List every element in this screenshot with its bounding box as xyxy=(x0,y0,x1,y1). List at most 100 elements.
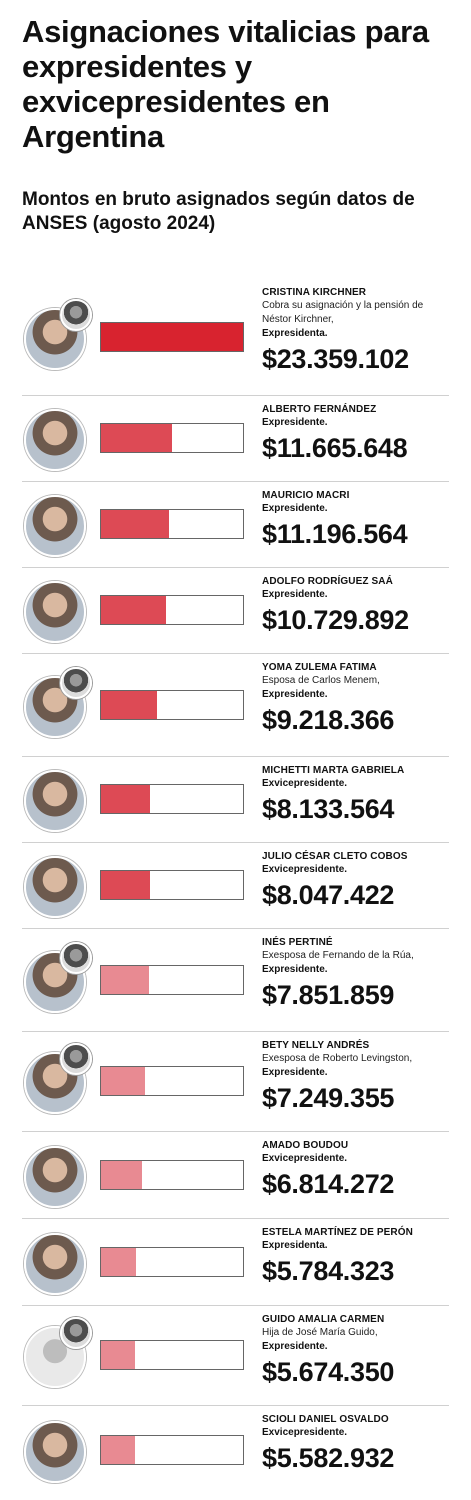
person-name: ALBERTO FERNÁNDEZ xyxy=(262,404,377,415)
row-divider xyxy=(22,481,449,482)
person-role: Expresidente. xyxy=(262,1067,328,1078)
person-name: MAURICIO MACRI xyxy=(262,490,350,501)
person-name: GUIDO AMALIA CARMEN xyxy=(262,1314,385,1325)
row-info: CRISTINA KIRCHNER Cobra su asignación y l… xyxy=(262,286,452,375)
header: Asignaciones vitalicias para expresident… xyxy=(22,14,452,236)
row-divider xyxy=(22,1218,449,1219)
portrait-inset-icon xyxy=(60,942,92,974)
person-note: Cobra su asignación y la pensión de Nést… xyxy=(262,300,424,325)
chart-row: MICHETTI MARTA GABRIELA Exvicepresidente.… xyxy=(22,756,449,842)
amount-label: $11.665.648 xyxy=(262,433,408,463)
row-divider xyxy=(22,1305,449,1306)
person-name: INÉS PERTINÉ xyxy=(262,937,333,948)
bar xyxy=(101,1436,135,1464)
person-name: YOMA ZULEMA FATIMA xyxy=(262,662,377,673)
row-info: YOMA ZULEMA FATIMA Esposa de Carlos Menem… xyxy=(262,661,452,736)
bar-track xyxy=(100,1066,244,1096)
person-role: Exvicepresidente. xyxy=(262,1427,348,1438)
row-divider xyxy=(22,395,449,396)
chart-row: SCIOLI DANIEL OSVALDO Exvicepresidente. $5… xyxy=(22,1405,449,1495)
bar xyxy=(101,1248,136,1276)
portrait-avatar xyxy=(24,1146,86,1208)
person-name: AMADO BOUDOU xyxy=(262,1140,349,1151)
row-info: AMADO BOUDOU Exvicepresidente. $6.814.272 xyxy=(262,1139,452,1200)
bar xyxy=(101,966,149,994)
amount-label: $7.851.859 xyxy=(262,980,395,1010)
bar-track xyxy=(100,870,244,900)
bar-track xyxy=(100,595,244,625)
amount-label: $6.814.272 xyxy=(262,1169,395,1199)
row-divider xyxy=(22,1031,449,1032)
page-title: Asignaciones vitalicias para expresident… xyxy=(22,14,429,154)
person-note: Hija de José María Guido, xyxy=(262,1327,378,1338)
portrait-inset-icon xyxy=(60,1317,92,1349)
amount-label: $11.196.564 xyxy=(262,519,408,549)
bar-track xyxy=(100,509,244,539)
bar-track xyxy=(100,1160,244,1190)
bar xyxy=(101,691,157,719)
bar xyxy=(101,1161,142,1189)
row-divider xyxy=(22,1405,449,1406)
chart-row: ALBERTO FERNÁNDEZ Expresidente. $11.665.64… xyxy=(22,395,449,481)
chart-row: JULIO CÉSAR CLETO COBOS Exvicepresidente.… xyxy=(22,842,449,928)
chart-row: YOMA ZULEMA FATIMA Esposa de Carlos Menem… xyxy=(22,653,449,756)
row-info: BETY NELLY ANDRÉS Exesposa de Roberto Lev… xyxy=(262,1039,452,1114)
chart-row: INÉS PERTINÉ Exesposa de Fernando de la R… xyxy=(22,928,449,1031)
chart-row: ESTELA MARTÍNEZ DE PERÓN Expresidenta. $5.… xyxy=(22,1218,449,1305)
bar-track xyxy=(100,423,244,453)
row-info: ADOLFO RODRÍGUEZ SAÁ Expresidente. $10.729… xyxy=(262,575,452,636)
person-role: Expresidenta. xyxy=(262,1240,328,1251)
person-role: Exvicepresidente. xyxy=(262,778,348,789)
bar xyxy=(101,785,150,813)
row-info: ESTELA MARTÍNEZ DE PERÓN Expresidenta. $5.… xyxy=(262,1226,452,1287)
person-role: Exvicepresidente. xyxy=(262,1153,348,1164)
row-info: GUIDO AMALIA CARMEN Hija de José María Gu… xyxy=(262,1313,452,1388)
person-name: JULIO CÉSAR CLETO COBOS xyxy=(262,851,408,862)
bar-track xyxy=(100,1340,244,1370)
portrait-inset-icon xyxy=(60,299,92,331)
person-role: Expresidente. xyxy=(262,589,328,600)
person-note: Exesposa de Fernando de la Rúa, xyxy=(262,950,414,961)
portrait-avatar xyxy=(24,495,86,557)
row-divider xyxy=(22,842,449,843)
bar xyxy=(101,1067,145,1095)
bar xyxy=(101,871,150,899)
row-info: ALBERTO FERNÁNDEZ Expresidente. $11.665.64… xyxy=(262,403,452,464)
chart-row: BETY NELLY ANDRÉS Exesposa de Roberto Lev… xyxy=(22,1031,449,1131)
portrait-avatar xyxy=(24,409,86,471)
portrait-avatar xyxy=(24,770,86,832)
chart-row: AMADO BOUDOU Exvicepresidente. $6.814.272 xyxy=(22,1131,449,1218)
bar-track xyxy=(100,690,244,720)
bar xyxy=(101,424,172,452)
bar-track xyxy=(100,1435,244,1465)
chart-row: MAURICIO MACRI Expresidente. $11.196.564 xyxy=(22,481,449,567)
row-divider xyxy=(22,653,449,654)
portrait-avatar xyxy=(24,1233,86,1295)
row-info: JULIO CÉSAR CLETO COBOS Exvicepresidente.… xyxy=(262,850,452,911)
chart-row: GUIDO AMALIA CARMEN Hija de José María Gu… xyxy=(22,1305,449,1405)
bar-track xyxy=(100,322,244,352)
person-role: Exvicepresidente. xyxy=(262,864,348,875)
row-divider xyxy=(22,928,449,929)
person-role: Expresidente. xyxy=(262,964,328,975)
row-info: MAURICIO MACRI Expresidente. $11.196.564 xyxy=(262,489,452,550)
bar xyxy=(101,596,166,624)
bar-track xyxy=(100,784,244,814)
person-name: ADOLFO RODRÍGUEZ SAÁ xyxy=(262,576,393,587)
bar-track xyxy=(100,965,244,995)
portrait-avatar xyxy=(24,1421,86,1483)
row-info: INÉS PERTINÉ Exesposa de Fernando de la R… xyxy=(262,936,452,1011)
bar xyxy=(101,1341,135,1369)
amount-label: $5.784.323 xyxy=(262,1256,395,1286)
bar-track xyxy=(100,1247,244,1277)
row-divider xyxy=(22,1131,449,1132)
page-subtitle: Montos en bruto asignados según datos de… xyxy=(22,189,415,234)
chart-row: CRISTINA KIRCHNER Cobra su asignación y l… xyxy=(22,278,449,395)
row-info: SCIOLI DANIEL OSVALDO Exvicepresidente. $5… xyxy=(262,1413,452,1474)
portrait-inset-icon xyxy=(60,667,92,699)
amount-label: $5.674.350 xyxy=(262,1357,395,1387)
person-role: Expresidente. xyxy=(262,689,328,700)
row-info: MICHETTI MARTA GABRIELA Exvicepresidente.… xyxy=(262,764,452,825)
amount-label: $8.133.564 xyxy=(262,794,395,824)
person-name: ESTELA MARTÍNEZ DE PERÓN xyxy=(262,1227,413,1238)
